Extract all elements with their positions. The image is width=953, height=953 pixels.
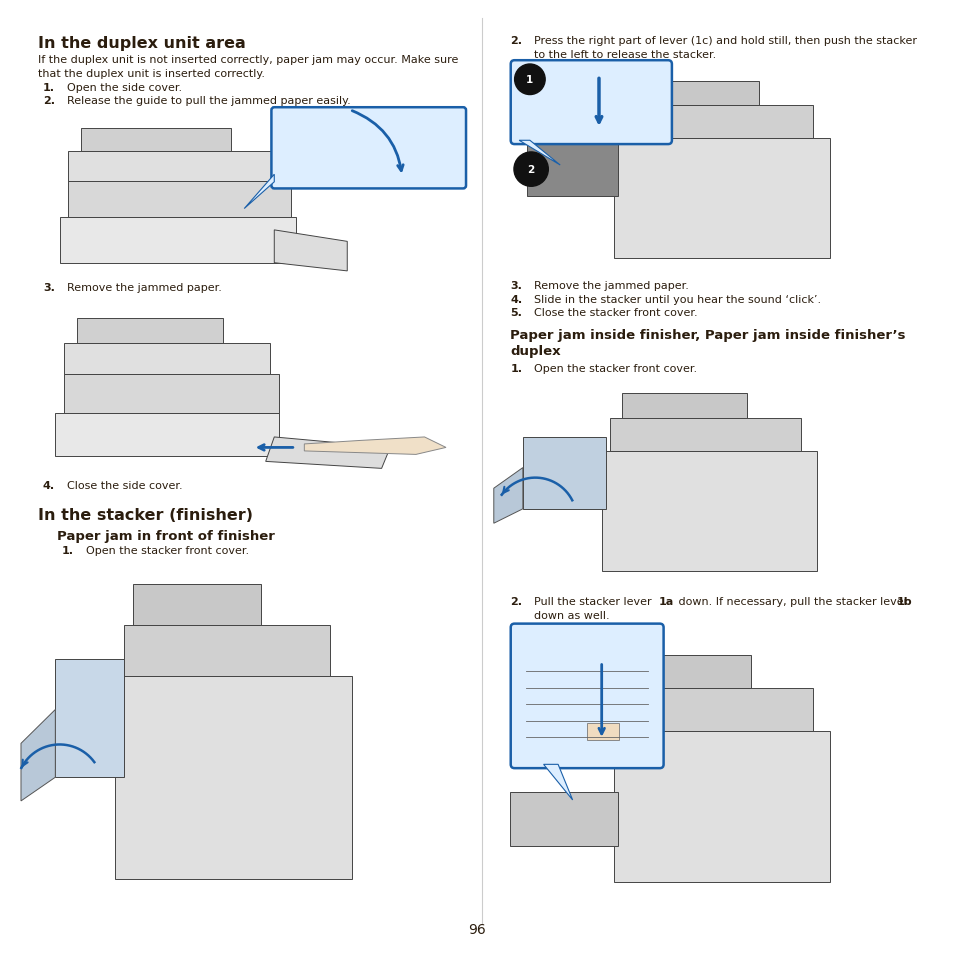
FancyBboxPatch shape [635,655,750,688]
Text: Close the stacker front cover.: Close the stacker front cover. [534,308,698,317]
Text: Pull the stacker lever: Pull the stacker lever [534,597,655,606]
Text: 1b: 1b [896,597,911,606]
Text: 2.: 2. [510,597,522,606]
FancyBboxPatch shape [635,81,759,106]
Circle shape [514,152,548,187]
Polygon shape [244,175,274,210]
Text: Remove the jammed paper.: Remove the jammed paper. [534,281,688,291]
Text: 2: 2 [527,165,535,175]
Polygon shape [494,468,522,524]
Text: In the duplex unit area: In the duplex unit area [38,36,246,51]
FancyBboxPatch shape [272,108,465,190]
FancyBboxPatch shape [510,792,618,846]
FancyBboxPatch shape [81,129,231,152]
Polygon shape [265,437,390,469]
Text: 3.: 3. [43,283,54,293]
FancyBboxPatch shape [621,394,746,418]
FancyBboxPatch shape [115,676,351,879]
FancyBboxPatch shape [621,688,813,732]
FancyBboxPatch shape [510,61,671,145]
Polygon shape [274,231,347,272]
Text: 2.: 2. [510,36,522,46]
Text: If the duplex unit is not inserted correctly, paper jam may occur. Make sure: If the duplex unit is not inserted corre… [38,55,458,65]
FancyBboxPatch shape [124,625,330,676]
Text: 1.: 1. [62,545,74,555]
Text: 3.: 3. [510,281,521,291]
Text: Remove the jammed paper.: Remove the jammed paper. [67,283,221,293]
Text: that the duplex unit is inserted correctly.: that the duplex unit is inserted correct… [38,69,265,78]
FancyBboxPatch shape [614,732,829,882]
FancyBboxPatch shape [55,659,124,778]
Text: down. If necessary, pull the stacker lever: down. If necessary, pull the stacker lev… [675,597,911,606]
FancyBboxPatch shape [59,217,295,263]
FancyBboxPatch shape [510,624,663,768]
FancyBboxPatch shape [55,413,278,456]
Polygon shape [586,723,618,740]
Text: Open the stacker front cover.: Open the stacker front cover. [86,545,249,555]
Text: 1.: 1. [43,83,55,92]
FancyBboxPatch shape [132,584,261,625]
FancyBboxPatch shape [526,125,618,196]
Text: In the stacker (finisher): In the stacker (finisher) [38,507,253,522]
Polygon shape [518,141,559,166]
Text: 4.: 4. [510,294,522,304]
Text: 4.: 4. [43,480,55,490]
Text: down as well.: down as well. [534,610,609,619]
Circle shape [514,65,544,95]
Text: Paper jam in front of finisher: Paper jam in front of finisher [57,530,274,543]
Text: 2.: 2. [43,96,55,106]
Polygon shape [543,764,572,801]
Text: to the left to release the stacker.: to the left to release the stacker. [534,50,716,59]
FancyBboxPatch shape [614,139,829,258]
Text: 1a: 1a [658,597,673,606]
FancyBboxPatch shape [609,418,800,452]
FancyBboxPatch shape [601,452,817,571]
Polygon shape [304,437,445,455]
Polygon shape [21,710,55,801]
Text: 5.: 5. [510,308,521,317]
Text: 1.: 1. [510,364,522,374]
Text: Release the guide to pull the jammed paper easily.: Release the guide to pull the jammed pap… [67,96,350,106]
Text: Open the stacker front cover.: Open the stacker front cover. [534,364,697,374]
FancyBboxPatch shape [621,106,813,139]
Text: 96: 96 [468,922,485,936]
Text: 1: 1 [526,75,533,85]
FancyBboxPatch shape [69,152,282,181]
Text: Paper jam inside finisher, Paper jam inside finisher’s: Paper jam inside finisher, Paper jam ins… [510,329,905,342]
FancyBboxPatch shape [69,181,291,217]
Text: Press the right part of lever (1c) and hold still, then push the stacker: Press the right part of lever (1c) and h… [534,36,916,46]
Text: Slide in the stacker until you hear the sound ‘click’.: Slide in the stacker until you hear the … [534,294,821,304]
Text: duplex: duplex [510,345,560,358]
FancyBboxPatch shape [522,437,605,509]
FancyBboxPatch shape [64,375,278,413]
Text: Close the side cover.: Close the side cover. [67,480,182,490]
FancyBboxPatch shape [64,343,270,375]
Text: Open the side cover.: Open the side cover. [67,83,182,92]
FancyBboxPatch shape [76,319,223,343]
